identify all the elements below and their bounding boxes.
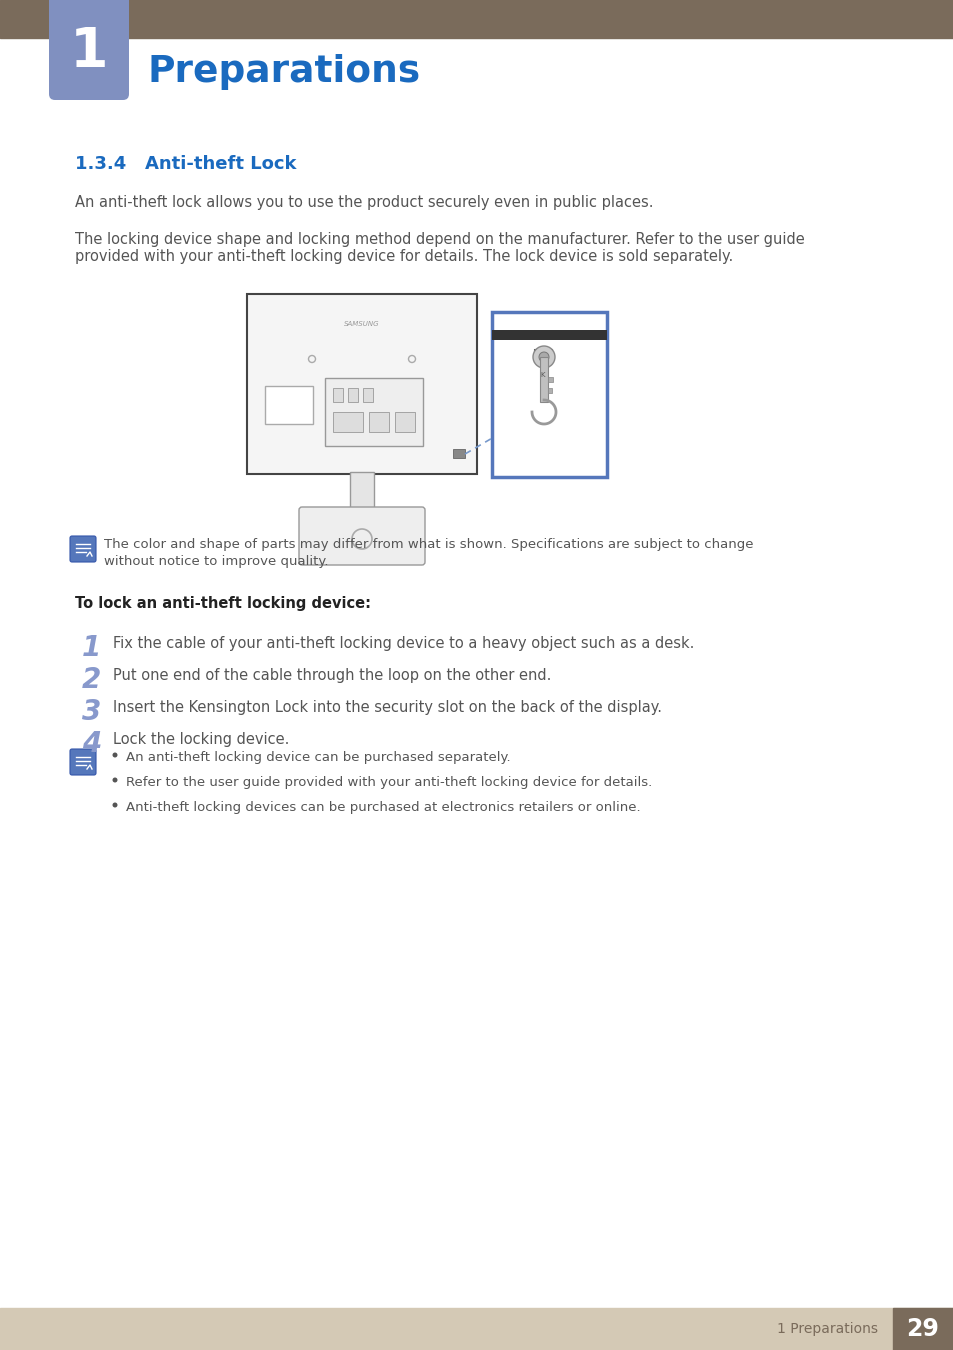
Text: Preparations: Preparations (148, 54, 420, 90)
Bar (395, 412, 415, 432)
Text: SAMSUNG: SAMSUNG (344, 321, 379, 327)
FancyBboxPatch shape (298, 508, 424, 566)
Bar (348, 387, 357, 402)
Text: 2: 2 (82, 666, 101, 694)
Bar (350, 472, 374, 512)
Text: K: K (540, 373, 545, 378)
Circle shape (112, 778, 117, 783)
Bar (333, 387, 343, 402)
Circle shape (112, 752, 117, 757)
Bar (492, 329, 606, 340)
Text: without notice to improve quality.: without notice to improve quality. (104, 555, 328, 568)
Text: 1: 1 (70, 26, 109, 80)
Text: The color and shape of parts may differ from what is shown. Specifications are s: The color and shape of parts may differ … (104, 539, 753, 551)
Text: 3: 3 (82, 698, 101, 726)
Text: Insert the Kensington Lock into the security slot on the back of the display.: Insert the Kensington Lock into the secu… (112, 701, 661, 716)
Text: Refer to the user guide provided with your anti-theft locking device for details: Refer to the user guide provided with yo… (126, 776, 652, 788)
Bar (265, 386, 313, 424)
Bar (492, 312, 606, 477)
Text: An anti-theft locking device can be purchased separately.: An anti-theft locking device can be purc… (126, 751, 510, 764)
Circle shape (112, 802, 117, 807)
Bar (547, 387, 552, 393)
FancyBboxPatch shape (49, 0, 129, 100)
Text: 1 Preparations: 1 Preparations (776, 1322, 877, 1336)
Text: 1.3.4   Anti-theft Lock: 1.3.4 Anti-theft Lock (75, 155, 296, 173)
Bar (0, 1308, 953, 1350)
Text: Fix the cable of your anti-theft locking device to a heavy object such as a desk: Fix the cable of your anti-theft locking… (112, 636, 694, 651)
Bar (453, 450, 464, 458)
Text: To lock an anti-theft locking device:: To lock an anti-theft locking device: (75, 595, 371, 612)
Bar (0, 0, 953, 38)
Text: 29: 29 (905, 1318, 939, 1341)
Circle shape (533, 346, 555, 369)
Bar (325, 378, 422, 446)
Text: 4: 4 (82, 730, 101, 757)
Circle shape (538, 352, 548, 362)
Text: The locking device shape and locking method depend on the manufacturer. Refer to: The locking device shape and locking met… (75, 232, 804, 265)
Bar (247, 294, 476, 474)
FancyBboxPatch shape (70, 749, 96, 775)
Bar (363, 387, 373, 402)
Text: Put one end of the cable through the loop on the other end.: Put one end of the cable through the loo… (112, 668, 551, 683)
Bar (892, 1308, 953, 1350)
Text: Anti-theft locking devices can be purchased at electronics retailers or online.: Anti-theft locking devices can be purcha… (126, 801, 640, 814)
Bar (534, 350, 552, 362)
Bar (547, 377, 553, 382)
Text: Lock the locking device.: Lock the locking device. (112, 732, 289, 747)
Bar (369, 412, 389, 432)
Text: An anti-theft lock allows you to use the product securely even in public places.: An anti-theft lock allows you to use the… (75, 194, 653, 211)
FancyBboxPatch shape (70, 536, 96, 562)
Bar (539, 356, 547, 402)
Bar (333, 412, 363, 432)
Text: 1: 1 (82, 634, 101, 662)
